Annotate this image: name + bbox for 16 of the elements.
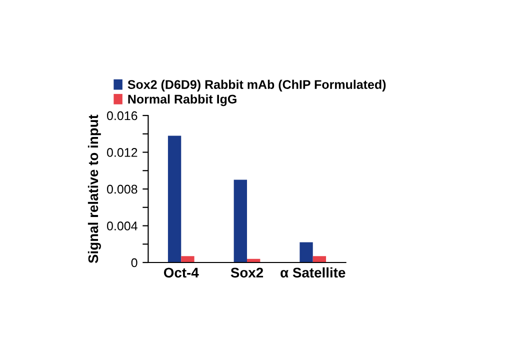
x-tick-label: α Satellite	[280, 267, 346, 278]
legend-label: Sox2 (D6D9) Rabbit mAb (ChIP Formulated)	[128, 80, 386, 92]
bar	[312, 256, 326, 262]
y-tick-label: 0.016	[106, 111, 138, 120]
y-axis-title: Signal relative to input	[88, 114, 101, 264]
x-tick-label: Oct-4	[164, 268, 199, 278]
bar	[181, 256, 194, 262]
bar	[168, 136, 182, 262]
bar	[300, 242, 313, 262]
y-tick-label: 0.008	[106, 184, 138, 194]
legend-label: Normal Rabbit IgG	[128, 94, 236, 106]
y-tick-label: 0.012	[106, 148, 138, 157]
bar	[234, 180, 247, 262]
y-tick-label: 0.004	[106, 222, 138, 230]
x-tick-label: Sox2	[230, 268, 264, 278]
y-tick-label: 0	[131, 258, 138, 268]
